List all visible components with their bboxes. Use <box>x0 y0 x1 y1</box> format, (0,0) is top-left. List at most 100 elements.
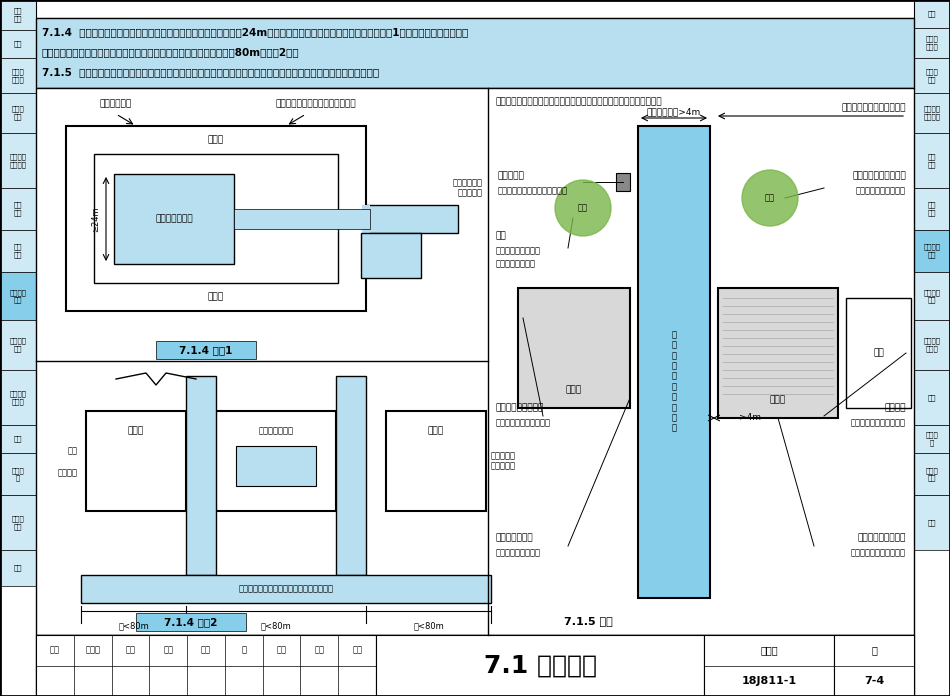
Bar <box>36 635 914 696</box>
Text: 自行车棚: 自行车棚 <box>884 404 906 413</box>
Text: 宽<80m: 宽<80m <box>413 621 444 630</box>
Text: 不宜设置开向
车道的门窗: 不宜设置开向 车道的门窗 <box>453 178 483 198</box>
Circle shape <box>742 170 798 226</box>
Text: ≥24m: ≥24m <box>91 206 101 232</box>
Bar <box>0 133 36 188</box>
Text: 7-4: 7-4 <box>864 676 884 686</box>
Text: 审核: 审核 <box>50 646 60 655</box>
Bar <box>914 0 950 28</box>
Text: 蔡明尚: 蔡明尚 <box>86 646 100 655</box>
Text: 穿
过
建
筑
物
的
消
防
车
道: 穿 过 建 筑 物 的 消 防 车 道 <box>672 330 676 433</box>
Bar <box>834 635 914 696</box>
Text: 建筑物: 建筑物 <box>128 427 144 436</box>
Text: 附录: 附录 <box>928 519 937 525</box>
Bar <box>376 635 704 696</box>
Bar <box>914 93 950 133</box>
Text: 附录: 附录 <box>13 564 22 571</box>
Bar <box>704 635 834 696</box>
Text: 建筑物: 建筑物 <box>770 395 786 404</box>
Bar <box>36 18 914 88</box>
Bar <box>216 411 336 511</box>
Text: 木结构
筑: 木结构 筑 <box>925 432 939 446</box>
Bar <box>94 154 338 283</box>
Bar <box>36 88 914 635</box>
Bar <box>0 272 36 320</box>
Bar <box>914 495 950 550</box>
Text: 建筑物: 建筑物 <box>208 292 224 301</box>
Text: 高杰: 高杰 <box>314 646 324 655</box>
Text: 消防车回车场: 消防车回车场 <box>100 100 132 109</box>
Text: 应设置连通街道和内院的人行通道（可利用楼梯间），其间距不宜大于80m【图示2】。: 应设置连通街道和内院的人行通道（可利用楼梯间），其间距不宜大于80m【图示2】。 <box>42 47 299 57</box>
Text: （影响消防车通过）: （影响消防车通过） <box>496 548 541 557</box>
Text: 7.1.5 图示: 7.1.5 图示 <box>563 616 613 626</box>
Text: 图集号: 图集号 <box>760 645 778 655</box>
Bar <box>914 370 950 425</box>
Text: 厂和房
仓库: 厂和房 仓库 <box>925 68 939 83</box>
Text: 封闭内院或天井: 封闭内院或天井 <box>258 427 294 436</box>
Text: 电气: 电气 <box>13 436 22 442</box>
Bar <box>0 230 36 272</box>
Text: 消防设备
的置: 消防设备 的置 <box>10 338 27 352</box>
Bar <box>914 188 950 230</box>
Bar <box>66 126 366 311</box>
Text: 平战结合
人防工程: 平战结合 人防工程 <box>923 106 940 120</box>
Bar <box>914 230 950 272</box>
Bar <box>234 209 370 228</box>
Text: 目录: 目录 <box>13 40 22 47</box>
Text: 校对: 校对 <box>163 646 173 655</box>
Text: 突出墙面的照明灯具: 突出墙面的照明灯具 <box>858 534 906 542</box>
Text: 走道: 走道 <box>68 447 78 455</box>
Bar <box>86 411 186 511</box>
Text: 城交通
市道: 城交通 市道 <box>11 516 25 530</box>
Text: 建筑物: 建筑物 <box>208 136 224 145</box>
Text: 茶山: 茶山 <box>125 646 136 655</box>
Bar <box>386 411 486 511</box>
Text: 暖和气空
调节风: 暖和气空 调节风 <box>10 390 27 404</box>
Text: 民用
建筑: 民用 建筑 <box>928 153 937 168</box>
Text: 封闭内院或天井: 封闭内院或天井 <box>155 214 193 223</box>
Text: 民用
建筑: 民用 建筑 <box>13 202 22 216</box>
Bar <box>0 320 36 370</box>
Text: 【注释】图示为不得影响消防车通行或影响人员安全疏散的设施举例。: 【注释】图示为不得影响消防车通行或影响人员安全疏散的设施举例。 <box>496 97 663 106</box>
Text: 木结构
筑: 木结构 筑 <box>11 467 25 481</box>
Text: >4m: >4m <box>739 413 761 422</box>
Bar <box>0 453 36 495</box>
Bar <box>638 126 710 598</box>
Bar <box>0 188 36 230</box>
Bar <box>0 30 36 58</box>
Text: 利用楼梯间
作人行通道: 利用楼梯间 作人行通道 <box>491 451 516 470</box>
Bar <box>36 635 376 696</box>
Text: 宜设置进入内院或天井的消防车道: 宜设置进入内院或天井的消防车道 <box>276 100 356 109</box>
Text: 建筑
构造: 建筑 构造 <box>928 202 937 216</box>
Text: 平战结合
人防工程: 平战结合 人防工程 <box>10 153 27 168</box>
Text: 灾火救援
设施: 灾火救援 设施 <box>10 289 27 303</box>
Text: 钱: 钱 <box>241 646 246 655</box>
Bar <box>0 425 36 453</box>
Bar <box>914 425 950 453</box>
Text: 影响消防车通行）: 影响消防车通行） <box>496 260 536 269</box>
Text: 城交通
市道: 城交通 市道 <box>925 467 939 481</box>
Bar <box>0 550 36 586</box>
Text: 树木: 树木 <box>578 203 588 212</box>
Text: 以免影响消防车通行）: 以免影响消防车通行） <box>856 187 906 196</box>
Text: （不影响人员安全疏散）: （不影响人员安全疏散） <box>851 418 906 427</box>
Text: 李篙: 李篙 <box>201 646 211 655</box>
Text: （树枝不占用车道上空: （树枝不占用车道上空 <box>852 171 906 180</box>
Bar <box>361 232 421 278</box>
Text: 7.1.4 图示1: 7.1.4 图示1 <box>180 345 233 355</box>
Text: 内院: 内院 <box>873 349 884 358</box>
Text: 户外变压器: 户外变压器 <box>498 171 524 180</box>
Text: 指路、广告、宣传牌: 指路、广告、宣传牌 <box>496 404 544 413</box>
Bar <box>914 453 950 495</box>
Bar <box>0 495 36 550</box>
Bar <box>0 58 36 93</box>
Text: 目录: 目录 <box>928 10 937 17</box>
Text: 7.1.5  在穿过建筑物或进入建筑物内院的消防车道两侧，不应设置影响消防车通行或人员安全疏散的设施。【图示】: 7.1.5 在穿过建筑物或进入建筑物内院的消防车道两侧，不应设置影响消防车通行或… <box>42 67 379 77</box>
Text: 7.1.4  有封闭内院或天井的建筑物，当内院或天井的短边长度大于24m时，宜设置进入内院或天井的消防车道【图示1】；当该建筑物沿街时，: 7.1.4 有封闭内院或天井的建筑物，当内院或天井的短边长度大于24m时，宜设置… <box>42 27 468 37</box>
Text: 编制
说明: 编制 说明 <box>13 8 22 22</box>
Text: 7.1.4 图示2: 7.1.4 图示2 <box>164 617 218 627</box>
Text: 消防车道宽度>4m: 消防车道宽度>4m <box>647 107 701 116</box>
Text: 高杰: 高杰 <box>352 646 362 655</box>
Text: 建筑物: 建筑物 <box>428 427 444 436</box>
Text: 设计: 设计 <box>276 646 287 655</box>
